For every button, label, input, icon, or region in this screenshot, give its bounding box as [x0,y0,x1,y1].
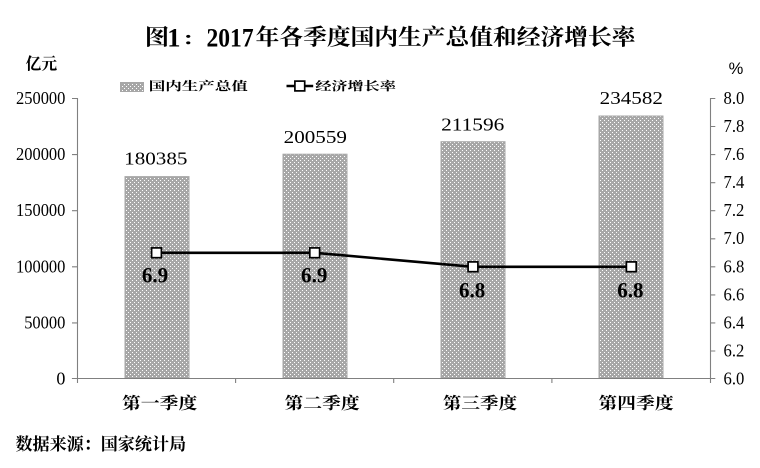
svg-text:6.4: 6.4 [724,312,745,332]
svg-text:6.8: 6.8 [459,278,485,302]
svg-text:6.9: 6.9 [142,264,168,288]
svg-text:%: % [729,60,744,78]
svg-text:7.6: 7.6 [724,144,745,164]
svg-text:200559: 200559 [284,127,347,147]
svg-text:100000: 100000 [16,256,65,276]
svg-text:1: 1 [167,23,180,53]
svg-text:6.8: 6.8 [724,256,745,276]
svg-text:2017: 2017 [207,23,254,53]
svg-text:6.0: 6.0 [724,369,745,389]
svg-text:250000: 250000 [16,88,65,108]
svg-text:0: 0 [56,369,65,389]
svg-text:6.6: 6.6 [724,284,745,304]
svg-text:234582: 234582 [600,88,663,108]
svg-text:211596: 211596 [441,114,504,134]
svg-text:7.0: 7.0 [724,228,745,248]
svg-text:7.8: 7.8 [724,116,745,136]
svg-text:150000: 150000 [16,200,65,220]
svg-text:7.4: 7.4 [724,172,745,192]
svg-text:6.8: 6.8 [617,278,643,302]
svg-text:180385: 180385 [124,149,187,169]
svg-text:6.9: 6.9 [301,264,327,288]
svg-text:200000: 200000 [16,144,65,164]
svg-text:8.0: 8.0 [724,88,745,108]
svg-text:6.2: 6.2 [724,340,745,360]
svg-text:50000: 50000 [24,312,65,332]
svg-text:7.2: 7.2 [724,200,745,220]
